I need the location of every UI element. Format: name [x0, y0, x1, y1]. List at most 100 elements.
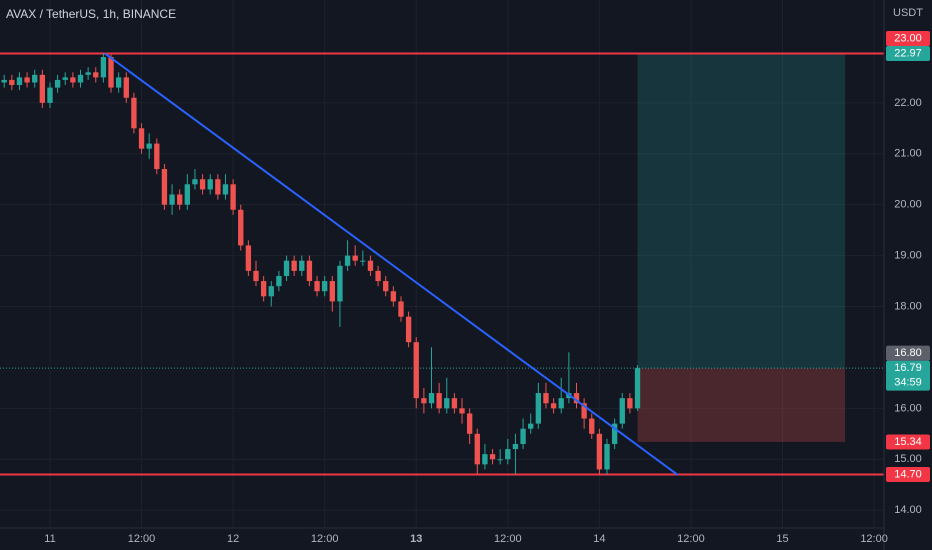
candle-body — [619, 398, 625, 424]
candle-body — [352, 255, 358, 261]
trendline — [104, 52, 679, 476]
candle-body — [528, 423, 534, 429]
price-badge — [886, 360, 930, 391]
candle-body — [627, 398, 633, 409]
candle-body — [245, 245, 252, 271]
x-tick-label: 12:00 — [128, 533, 156, 545]
y-tick-label: 16.00 — [894, 402, 922, 414]
candle-body — [222, 184, 229, 195]
candle-body — [184, 184, 191, 205]
price-badge — [886, 467, 930, 483]
candle-body — [32, 74, 38, 83]
candle-body — [451, 398, 458, 409]
candle-body — [405, 316, 412, 343]
candle-body — [230, 184, 236, 210]
y-tick-label: 15.00 — [894, 453, 922, 465]
candle-body — [215, 179, 221, 195]
candle-body — [115, 77, 122, 88]
x-tick-label: 11 — [44, 533, 55, 545]
candle-body — [375, 270, 381, 282]
price-badge-label: 23.00 — [894, 32, 922, 44]
price-badge — [886, 345, 930, 361]
candle-body — [360, 260, 366, 262]
candle-body — [383, 281, 389, 292]
price-badge — [886, 434, 930, 450]
x-tick-label: 12:00 — [677, 533, 705, 545]
candle-body — [306, 260, 313, 282]
candle-body — [70, 77, 76, 83]
candle-body — [459, 408, 465, 414]
y-tick-label: 14.00 — [894, 504, 922, 516]
candle-body — [192, 179, 198, 185]
candle-body — [16, 77, 23, 86]
candle-body — [154, 143, 160, 170]
y-tick-label: 20.00 — [894, 199, 922, 211]
currency: USDT — [893, 7, 923, 19]
candle-body — [93, 72, 99, 78]
candle-body — [466, 413, 473, 434]
candle-body — [62, 77, 68, 80]
candle-body — [589, 418, 595, 434]
candle-body — [9, 79, 15, 86]
candle-body — [573, 393, 580, 404]
candle-body — [634, 368, 641, 409]
candle-body — [611, 423, 618, 444]
plot — [0, 52, 884, 476]
loss-zone — [637, 368, 846, 442]
candle-body — [24, 77, 30, 83]
candle-body — [413, 342, 419, 399]
profit-zone — [637, 53, 846, 369]
candle-body — [199, 179, 206, 190]
candle-body — [100, 57, 107, 78]
candle-body — [550, 403, 557, 409]
price-badge-label: 22.97 — [894, 47, 922, 59]
candle-body — [543, 393, 549, 404]
x-tick-label: 15 — [776, 533, 788, 545]
candle-body — [428, 393, 435, 404]
candle-body — [238, 209, 244, 246]
x-tick-label: 14 — [593, 533, 605, 545]
candle-body — [177, 194, 183, 205]
price-badge — [886, 30, 930, 46]
candle-body — [1, 79, 7, 83]
candle-body — [398, 301, 404, 317]
candle-body — [253, 270, 259, 282]
candle-body — [85, 72, 91, 75]
x-tick-label: 12:00 — [311, 533, 339, 545]
candle-body — [291, 260, 297, 271]
candle-body — [329, 281, 335, 302]
x-tick-label: 12:00 — [494, 533, 522, 545]
candle-body — [207, 179, 213, 190]
candle-body — [314, 281, 320, 292]
candle-body — [161, 169, 168, 205]
price-badge-label: 16.79 — [894, 362, 922, 374]
candle-body — [489, 454, 496, 460]
candle-body — [77, 74, 84, 83]
candle-body — [474, 433, 480, 465]
x-tick-label: 12 — [227, 533, 239, 545]
candle-body — [520, 428, 526, 444]
candle-body — [54, 79, 61, 88]
candle-body — [444, 398, 450, 409]
chart-title: AVAX / TetherUS, 1h, BINANCE — [6, 7, 176, 21]
price-badge-label: 14.70 — [894, 468, 922, 480]
candle-body — [497, 459, 503, 461]
candle-body — [505, 449, 511, 460]
candle-body — [604, 443, 610, 470]
candle-body — [367, 260, 374, 271]
candle-body — [390, 291, 397, 302]
x-tick-label: 13 — [410, 533, 422, 545]
x-tick-label: 12:00 — [860, 533, 888, 545]
candle-body — [138, 128, 145, 149]
candle-body — [260, 281, 267, 297]
candle-body — [535, 393, 542, 424]
candle-body — [512, 443, 519, 450]
candle-body — [421, 398, 427, 404]
candle-body — [337, 265, 343, 302]
candle-body — [482, 454, 488, 465]
candle-body — [123, 77, 129, 98]
candle-body — [299, 260, 305, 271]
